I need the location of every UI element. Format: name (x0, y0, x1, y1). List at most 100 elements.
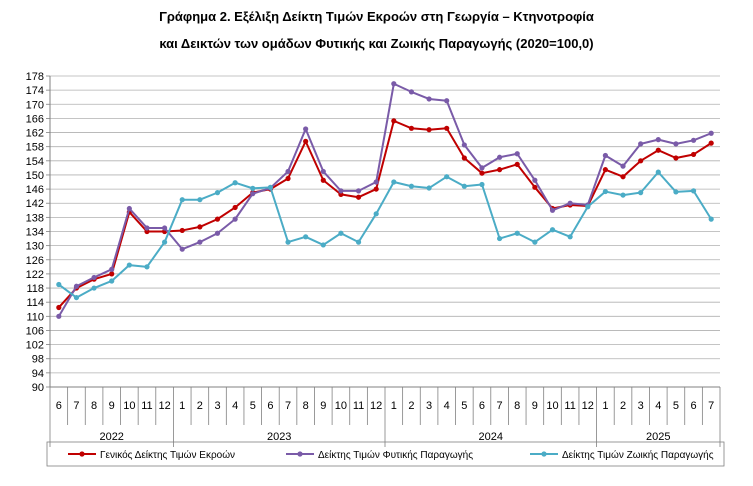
data-point (620, 192, 626, 198)
data-point (303, 234, 309, 240)
data-point (514, 151, 520, 157)
data-point (56, 304, 62, 311)
x-tick-label: 6 (56, 400, 62, 412)
data-point (91, 274, 97, 281)
x-tick-label: 9 (109, 400, 115, 412)
y-tick-label: 138 (26, 212, 44, 224)
x-tick-label: 10 (546, 400, 558, 412)
data-point (620, 163, 626, 169)
x-tick-label: 6 (479, 400, 485, 412)
x-tick-label: 3 (426, 400, 432, 412)
data-point (391, 179, 397, 185)
data-point (338, 188, 344, 194)
data-point (126, 262, 132, 268)
data-point (373, 186, 379, 192)
data-point (144, 225, 150, 231)
data-point (532, 184, 538, 190)
y-tick-label: 146 (26, 184, 44, 196)
x-tick-label: 3 (214, 400, 220, 412)
year-label: 2025 (646, 431, 670, 443)
x-tick-label: 12 (582, 400, 594, 412)
y-tick-label: 102 (26, 340, 44, 352)
data-point (285, 175, 291, 182)
data-point (73, 283, 80, 289)
data-point (532, 177, 538, 183)
legend-marker-1 (297, 451, 303, 457)
data-point (690, 151, 697, 158)
data-point (408, 183, 415, 189)
data-point (479, 170, 485, 176)
data-point (162, 239, 168, 245)
data-point (320, 177, 326, 183)
x-tick-label: 1 (179, 400, 185, 412)
x-tick-label: 5 (250, 400, 256, 412)
x-tick-label: 2 (620, 400, 626, 412)
data-point (355, 239, 362, 245)
y-tick-label: 94 (32, 368, 44, 380)
data-point (690, 137, 697, 143)
y-tick-label: 154 (26, 156, 44, 168)
y-tick-label: 110 (26, 311, 44, 323)
y-tick-label: 134 (26, 227, 44, 239)
data-point (232, 216, 238, 222)
x-tick-label: 6 (690, 400, 696, 412)
x-tick-label: 7 (73, 400, 79, 412)
y-tick-label: 130 (26, 241, 44, 253)
data-point (232, 204, 238, 211)
year-label: 2022 (99, 431, 123, 443)
data-point (426, 127, 432, 133)
y-tick-label: 162 (26, 128, 44, 140)
x-tick-label: 8 (91, 400, 97, 412)
x-tick-label: 4 (655, 400, 661, 412)
data-point (497, 167, 503, 173)
x-tick-label: 7 (708, 400, 714, 412)
y-tick-label: 150 (26, 170, 44, 182)
data-point (250, 191, 256, 197)
x-tick-label: 12 (370, 400, 382, 412)
y-tick-label: 158 (26, 142, 44, 154)
data-point (285, 239, 291, 245)
x-tick-label: 11 (564, 400, 575, 412)
data-point (214, 190, 221, 196)
data-point (514, 161, 520, 167)
data-point (532, 239, 538, 245)
series-line-2 (58, 171, 713, 299)
x-tick-label: 10 (123, 400, 135, 412)
x-tick-label: 1 (602, 400, 608, 412)
data-point (655, 147, 661, 153)
data-point (567, 200, 573, 206)
year-label: 2023 (267, 431, 291, 443)
data-point (214, 230, 221, 236)
data-point (56, 281, 62, 288)
data-point (708, 216, 714, 222)
x-tick-label: 2 (197, 400, 203, 412)
data-point (549, 207, 556, 213)
series-line-1 (57, 82, 712, 317)
data-point (497, 235, 503, 242)
y-tick-label: 90 (32, 382, 44, 394)
data-point (338, 230, 344, 236)
data-point (303, 126, 309, 132)
x-tick-label: 2 (408, 400, 414, 412)
data-point (514, 230, 520, 236)
y-tick-label: 170 (26, 99, 44, 111)
x-tick-label: 7 (497, 400, 503, 412)
x-tick-label: 7 (285, 400, 291, 412)
series-line-0 (58, 119, 712, 309)
data-point (267, 184, 273, 190)
x-tick-label: 1 (391, 400, 397, 412)
data-point (479, 165, 485, 171)
data-point (73, 294, 80, 301)
chart-title: Γράφημα 2. Εξέλιξη Δείκτη Τιμών Εκροών σ… (159, 9, 594, 24)
x-tick-label: 11 (141, 400, 152, 412)
data-point (461, 155, 467, 161)
data-point (109, 266, 115, 272)
data-point (408, 125, 415, 131)
data-point (214, 216, 221, 222)
y-tick-label: 166 (26, 113, 44, 125)
chart-subtitle: και Δεικτών των ομάδων Φυτικής και Ζωική… (159, 36, 594, 51)
data-point (638, 141, 644, 147)
legend-marker-0 (79, 451, 85, 457)
data-point (197, 197, 203, 203)
data-point (320, 242, 326, 248)
